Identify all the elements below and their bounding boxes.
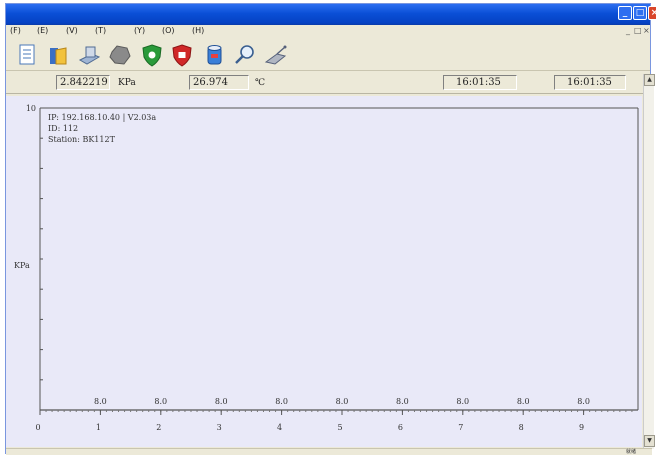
mdi-close-button[interactable]: ×: [643, 26, 650, 35]
data-label: 8.0: [577, 397, 590, 406]
mdi-minimize-button[interactable]: _: [626, 26, 630, 35]
ready-cell: 就绪: [626, 449, 637, 455]
cylinder-icon[interactable]: [202, 42, 228, 68]
time-field-1: 16:01:35: [443, 75, 517, 90]
scroll-down-button[interactable]: ▼: [644, 435, 655, 447]
menu-file[interactable]: (F): [10, 26, 21, 35]
pressure-unit-label: KPa: [118, 78, 136, 88]
device-id-text: ID: 112: [48, 124, 78, 133]
x-tick-label: 7: [458, 423, 463, 432]
menu-edit[interactable]: (E): [37, 26, 49, 35]
data-label: 8.0: [154, 397, 167, 406]
pressure-chart: 10 KPa IP: 192.168.10.40 | V2.03a ID: 11…: [6, 96, 642, 447]
chart-panel: 10 KPa IP: 192.168.10.40 | V2.03a ID: 11…: [6, 96, 642, 447]
app-window: _ □ × (F) (E) (V) (T) (Y) (O) (H) _ □ ×: [5, 3, 656, 455]
menu-view[interactable]: (V): [66, 26, 78, 35]
status-strip: [6, 448, 652, 455]
time-field-2: 16:01:35: [554, 75, 626, 90]
close-button[interactable]: ×: [648, 6, 656, 20]
title-bar: _ □ ×: [6, 4, 656, 25]
data-label: 8.0: [275, 397, 288, 406]
data-label: 8.0: [517, 397, 530, 406]
open-folder-icon[interactable]: [46, 42, 72, 68]
menu-options[interactable]: (O): [162, 26, 175, 35]
x-tick-label: 4: [277, 423, 282, 432]
data-label: 8.0: [336, 397, 349, 406]
menu-display[interactable]: (Y): [134, 26, 146, 35]
red-shield-icon[interactable]: [169, 42, 195, 68]
scroll-up-button[interactable]: ▲: [644, 74, 655, 86]
device-station-text: Station: BK112T: [48, 135, 116, 144]
new-document-icon[interactable]: [14, 42, 40, 68]
vertical-scrollbar[interactable]: ▲ ▼: [643, 74, 655, 449]
x-tick-label: 6: [398, 423, 403, 432]
mdi-restore-button[interactable]: □: [634, 26, 642, 35]
data-label: 8.0: [94, 397, 107, 406]
data-label: 8.0: [456, 397, 469, 406]
data-label: 8.0: [215, 397, 228, 406]
device-ip-text: IP: 192.168.10.40 | V2.03a: [48, 113, 156, 122]
x-tick-label: 9: [579, 423, 584, 432]
temperature-value-field: 26.974: [189, 75, 249, 90]
green-shield-icon[interactable]: [139, 42, 165, 68]
toolbar: [6, 39, 650, 71]
x-tick-label: 2: [156, 423, 161, 432]
menu-bar: (F) (E) (V) (T) (Y) (O) (H) _ □ ×: [6, 25, 650, 39]
menu-help[interactable]: (H): [192, 26, 205, 35]
minimize-button[interactable]: _: [618, 6, 632, 20]
x-tick-label: 0: [35, 423, 40, 432]
temperature-unit-label: ℃: [255, 78, 266, 88]
map-icon[interactable]: [107, 42, 133, 68]
magnifier-icon[interactable]: [232, 42, 258, 68]
save-disk-icon[interactable]: [76, 42, 102, 68]
y-max-label: 10: [26, 104, 36, 113]
x-tick-label: 1: [96, 423, 101, 432]
satellite-dish-icon[interactable]: [263, 42, 289, 68]
y-axis-label: KPa: [14, 261, 30, 270]
maximize-button[interactable]: □: [633, 6, 647, 20]
data-label: 8.0: [396, 397, 409, 406]
pressure-value-field: 2.842219: [56, 75, 110, 90]
readout-bar: 2.842219 KPa 26.974 ℃ 16:01:35 16:01:35: [6, 72, 646, 94]
x-tick-label: 8: [519, 423, 524, 432]
x-tick-label: 3: [217, 423, 222, 432]
menu-tools[interactable]: (T): [95, 26, 107, 35]
x-tick-label: 5: [337, 423, 342, 432]
